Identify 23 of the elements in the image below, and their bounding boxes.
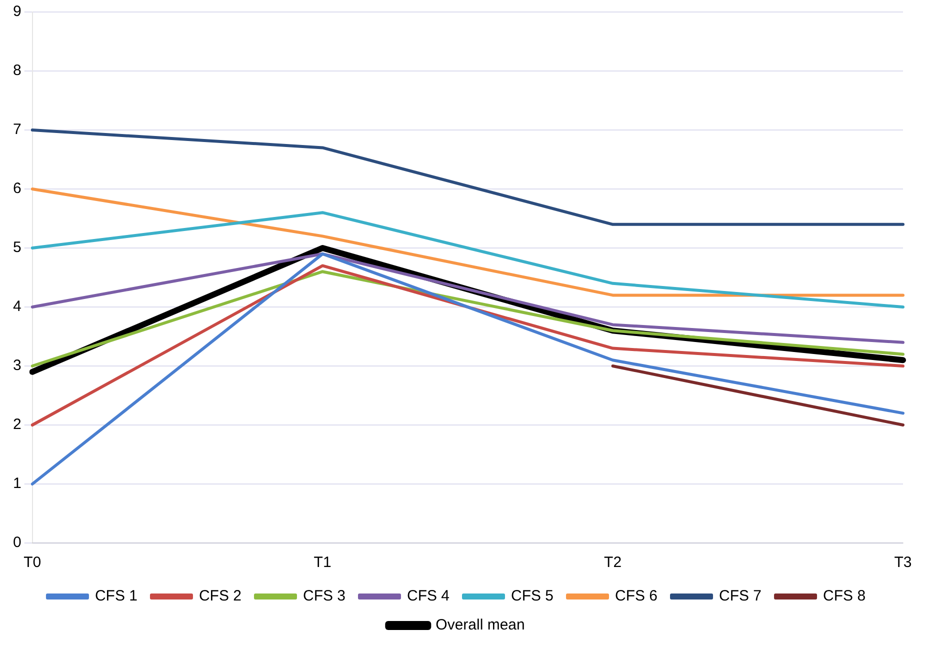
legend-label: CFS 5 [511, 588, 554, 605]
legend-label: CFS 8 [823, 588, 866, 605]
x-tick-label: T3 [894, 554, 912, 572]
x-tick-label: T2 [604, 554, 622, 572]
legend-label: Overall mean [436, 616, 525, 634]
y-tick-label: 5 [13, 239, 22, 256]
y-tick-label: 8 [13, 62, 22, 80]
legend-label: CFS 3 [302, 588, 346, 605]
y-tick-label: 4 [13, 298, 22, 316]
x-tick-label: T1 [314, 554, 332, 572]
legend-label: CFS 2 [198, 588, 242, 605]
y-tick-label: 0 [13, 534, 22, 552]
legend-label: CFS 1 [94, 588, 138, 605]
x-tick-label: T0 [24, 554, 42, 572]
y-tick-label: 7 [13, 121, 22, 138]
y-tick-label: 9 [13, 3, 22, 20]
y-tick-label: 1 [13, 475, 22, 492]
y-tick-label: 3 [13, 357, 22, 374]
legend-label: CFS 6 [615, 588, 658, 605]
legend-label: CFS 7 [719, 588, 762, 605]
legend-label: CFS 4 [406, 588, 450, 605]
y-tick-label: 2 [13, 416, 22, 434]
y-tick-label: 6 [13, 180, 22, 198]
